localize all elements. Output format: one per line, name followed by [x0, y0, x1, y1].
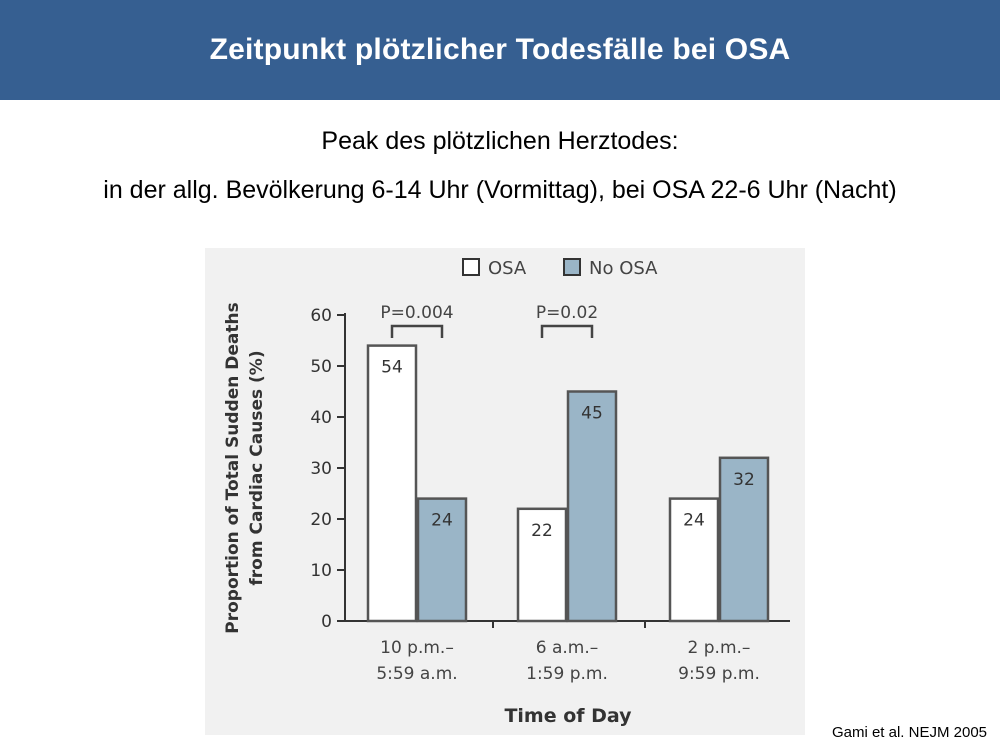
significance-bracket	[390, 324, 444, 338]
y-axis-label: Proportion of Total Sudden Deaths	[223, 302, 243, 633]
subtitle-line-1: Peak des plötzlichen Herztodes:	[321, 127, 679, 155]
y-tick-label: 30	[310, 459, 332, 479]
y-axis-label: from Cardiac Causes (%)	[247, 350, 267, 585]
bar-osa	[366, 344, 418, 623]
legend-swatch	[563, 258, 581, 276]
x-tick-label: 5:59 a.m.	[376, 664, 457, 684]
bar-no-osa	[566, 390, 618, 623]
citation: Gami et al. NEJM 2005	[831, 724, 987, 741]
x-tick-label: 6 a.m.–	[536, 638, 599, 658]
chart-figure: 0 10 20 30 40 50 60 54 24 10 p.m.– 5:59 a.m. 22 45 6 …	[205, 248, 805, 735]
x-tick-label: 9:59 p.m.	[678, 664, 760, 684]
slide-title: Zeitpunkt plötzlicher Todesfälle bei OSA	[209, 33, 791, 66]
legend-label: No OSA	[589, 258, 658, 279]
significance-bracket	[540, 324, 594, 338]
bar-osa	[668, 497, 720, 623]
bar-osa	[516, 507, 568, 623]
y-tick-label: 0	[321, 612, 332, 632]
bar-data-label: 32	[733, 470, 755, 490]
bar-data-label: 24	[431, 511, 453, 531]
p-value-label: P=0.02	[536, 303, 598, 323]
subtitle-line-2: in der allg. Bevölkerung 6-14 Uhr (Vormi…	[103, 176, 897, 204]
x-axis-label: Time of Day	[504, 705, 632, 727]
y-tick-label: 50	[310, 357, 332, 377]
bar-data-label: 22	[531, 521, 553, 541]
y-tick-label: 20	[310, 510, 332, 530]
bar-chart: 0 10 20 30 40 50 60 54 24 10 p.m.– 5:59 a.m. 22 45 6 …	[223, 258, 790, 727]
slide-header: Zeitpunkt plötzlicher Todesfälle bei OSA	[0, 0, 1000, 100]
y-tick-label: 40	[310, 408, 332, 428]
bar-data-label: 45	[581, 404, 603, 424]
x-tick-label: 10 p.m.–	[380, 638, 454, 658]
bar-no-osa	[718, 456, 770, 623]
bar-no-osa	[416, 497, 468, 623]
x-tick-label: 2 p.m.–	[688, 638, 751, 658]
p-value-label: P=0.004	[380, 303, 453, 323]
y-tick-label: 60	[310, 306, 332, 326]
legend-swatch	[462, 258, 480, 276]
y-tick-label: 10	[310, 561, 332, 581]
x-tick-label: 1:59 p.m.	[526, 664, 608, 684]
bar-data-label: 24	[683, 511, 705, 531]
legend-label: OSA	[488, 258, 527, 279]
bar-data-label: 54	[381, 358, 403, 378]
